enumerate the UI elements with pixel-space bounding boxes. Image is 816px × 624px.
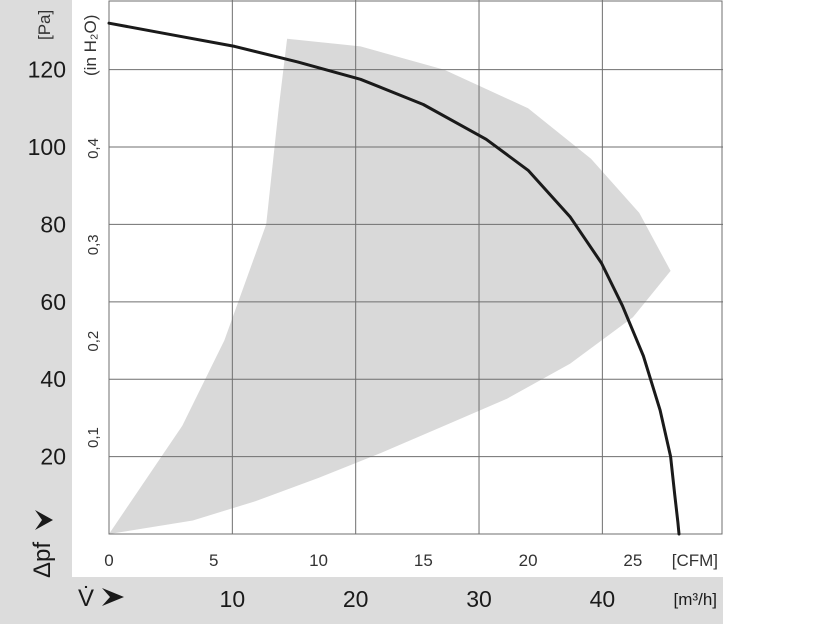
y-tick-label-inh2o: 0,2 xyxy=(85,331,102,352)
x-tick-label-m3h: 30 xyxy=(466,586,492,612)
x-unit-cfm: [CFM] xyxy=(672,551,718,570)
y-axis-gutter xyxy=(0,0,72,577)
x-tick-label-cfm: 20 xyxy=(519,551,538,570)
series-line xyxy=(107,21,681,536)
x-tick-label-cfm: 25 xyxy=(623,551,642,570)
y-tick-label-inh2o: 0,1 xyxy=(85,427,102,448)
y-tick-label-inh2o: 0,4 xyxy=(85,138,102,159)
y-tick-label-pa: 60 xyxy=(40,289,66,315)
y-tick-label-pa: 20 xyxy=(40,444,66,470)
y-tick-label-pa: 40 xyxy=(40,366,66,392)
y-tick-label-pa: 80 xyxy=(40,211,66,237)
x-tick-label-cfm: 5 xyxy=(209,551,218,570)
x-tick-label-m3h: 10 xyxy=(220,586,246,612)
y-unit-inh2o: (in H₂O) xyxy=(81,15,100,76)
x-tick-label-m3h: 40 xyxy=(590,586,616,612)
x-unit-m3h: [m³/h] xyxy=(674,590,717,609)
x-axis-gutter xyxy=(0,577,723,624)
x-tick-label-m3h: 20 xyxy=(343,586,369,612)
y-symbol: Δpf xyxy=(29,542,56,578)
y-tick-label-inh2o: 0,3 xyxy=(85,234,102,255)
x-tick-label-cfm: 15 xyxy=(414,551,433,570)
plot-frame xyxy=(108,0,723,535)
x-symbol: V̇ xyxy=(78,584,94,612)
x-arrow-icon xyxy=(102,588,124,606)
y-arrow-icon xyxy=(35,510,53,530)
y-unit-pa: [Pa] xyxy=(35,10,54,40)
operating-area xyxy=(109,38,671,534)
y-tick-label-pa: 100 xyxy=(28,134,66,160)
x-tick-label-cfm: 0 xyxy=(104,551,113,570)
y-tick-label-pa: 120 xyxy=(28,57,66,83)
x-tick-label-cfm: 10 xyxy=(309,551,328,570)
